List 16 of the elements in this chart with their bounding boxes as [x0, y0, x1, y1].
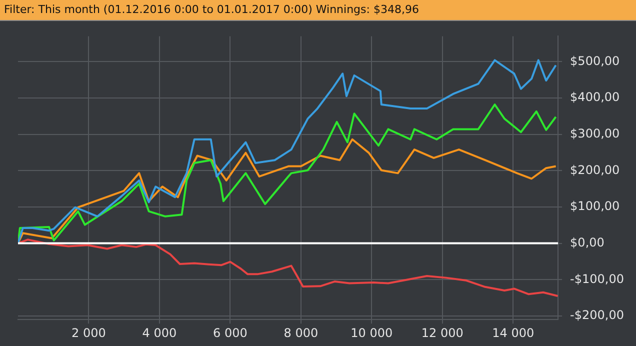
x-tick-label: 12 000 — [421, 326, 464, 340]
y-tick-label: -$200,00 — [570, 308, 624, 322]
y-tick-label: $0,00 — [570, 235, 604, 250]
y-tick-label: $300,00 — [570, 126, 620, 140]
x-tick-label: 8 000 — [284, 326, 318, 340]
y-tick-label: $100,00 — [570, 199, 620, 214]
y-tick-label: $200,00 — [570, 162, 620, 177]
y-tick-label: -$100,00 — [570, 272, 624, 286]
x-tick-label: 10 000 — [350, 326, 393, 340]
y-tick-label: $400,00 — [570, 90, 620, 104]
x-tick-label: 2 000 — [72, 326, 106, 340]
x-tick-label: 6 000 — [213, 326, 248, 340]
x-tick-label: 4 000 — [142, 326, 177, 340]
x-tick-label: 14 000 — [492, 326, 534, 340]
chart-title: Filter: This month (01.12.2016 0:00 to 01.01.2017 0:00) Winnings: $348,96 — [0, 0, 636, 21]
y-tick-label: $500,00 — [570, 54, 620, 68]
